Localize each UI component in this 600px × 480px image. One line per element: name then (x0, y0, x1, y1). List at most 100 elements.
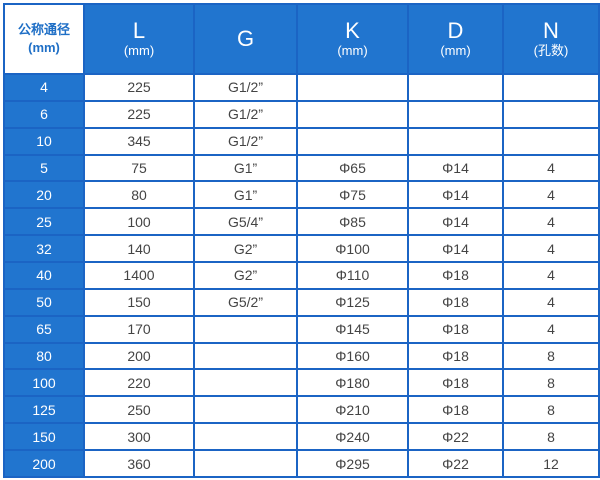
table-cell: 300 (83, 422, 195, 452)
table-row: 40 1400 G2” Φ110 Φ18 4 (3, 261, 600, 290)
table-cell: Φ18 (407, 368, 504, 398)
table-cell: 140 (83, 234, 195, 264)
table-cell (502, 99, 600, 129)
header-nominal-diameter: 公称通径 (mm) (3, 3, 85, 75)
table-cell: Φ125 (296, 287, 409, 317)
table-cell: 4 (502, 153, 600, 183)
table-cell: 1400 (83, 261, 195, 290)
header-k: K (mm) (296, 3, 409, 75)
table-cell: 8 (502, 341, 600, 371)
table-cell: Φ85 (296, 207, 409, 237)
column-unit: (mm) (123, 43, 155, 58)
row-header-cell: 50 (3, 287, 85, 317)
table-cell: Φ14 (407, 234, 504, 264)
table-row: 200 360 Φ295 Φ22 12 (3, 449, 600, 478)
corner-unit: (mm) (28, 40, 60, 55)
table-row: 4 225 G1/2” (3, 73, 600, 102)
table-cell: 170 (83, 314, 195, 344)
row-header-cell: 6 (3, 99, 85, 129)
column-unit: (mm) (440, 43, 471, 58)
header-row: 公称通径 (mm) L (mm) G K (mm) D (mm) N (孔数) (3, 3, 600, 75)
table-cell (407, 99, 504, 129)
table-cell: Φ18 (407, 287, 504, 317)
table-cell: Φ110 (296, 261, 409, 290)
table-row: 6 225 G1/2” (3, 99, 600, 129)
table-cell: 4 (502, 287, 600, 317)
table-row: 65 170 Φ145 Φ18 4 (3, 314, 600, 344)
table-cell: 345 (83, 126, 195, 156)
table-row: 125 250 Φ210 Φ18 8 (3, 395, 600, 425)
table-cell: G5/4” (193, 207, 298, 237)
table-cell (407, 73, 504, 102)
table-cell: G5/2” (193, 287, 298, 317)
table-row: 80 200 Φ160 Φ18 8 (3, 341, 600, 371)
table-row: 25 100 G5/4” Φ85 Φ14 4 (3, 207, 600, 237)
table-cell: Φ100 (296, 234, 409, 264)
table-row: 20 80 G1” Φ75 Φ14 4 (3, 180, 600, 210)
table-cell: Φ14 (407, 207, 504, 237)
row-header-cell: 100 (3, 368, 85, 398)
table-cell: G1” (193, 180, 298, 210)
table-cell: 100 (83, 207, 195, 237)
column-label: L (132, 18, 146, 43)
table-cell: Φ210 (296, 395, 409, 425)
table-row: 150 300 Φ240 Φ22 8 (3, 422, 600, 452)
header-d: D (mm) (407, 3, 504, 75)
table-cell: Φ14 (407, 180, 504, 210)
table-cell (502, 126, 600, 156)
table-cell: 4 (502, 180, 600, 210)
header-g: G (193, 3, 298, 75)
table-cell: Φ18 (407, 341, 504, 371)
table-cell: 220 (83, 368, 195, 398)
table-cell: Φ160 (296, 341, 409, 371)
table-cell: 8 (502, 395, 600, 425)
table-cell: Φ22 (407, 422, 504, 452)
row-header-cell: 4 (3, 73, 85, 102)
table-cell: 225 (83, 73, 195, 102)
row-header-cell: 25 (3, 207, 85, 237)
table-cell: Φ65 (296, 153, 409, 183)
table-cell: 4 (502, 314, 600, 344)
table-cell: G1/2” (193, 73, 298, 102)
spec-table: 公称通径 (mm) L (mm) G K (mm) D (mm) N (孔数) 4 225 G1/2”… (3, 3, 600, 478)
column-label: N (543, 18, 559, 43)
table-row: 32 140 G2” Φ100 Φ14 4 (3, 234, 600, 264)
row-header-cell: 150 (3, 422, 85, 452)
table-row: 10 345 G1/2” (3, 126, 600, 156)
corner-label: 公称通径 (17, 22, 70, 37)
table-cell: Φ295 (296, 449, 409, 478)
table-cell: G1/2” (193, 99, 298, 129)
table-cell (502, 73, 600, 102)
table-cell: 75 (83, 153, 195, 183)
row-header-cell: 200 (3, 449, 85, 478)
table-cell (193, 449, 298, 478)
table-cell (407, 126, 504, 156)
table-cell (193, 395, 298, 425)
table-cell: Φ240 (296, 422, 409, 452)
table-cell: 150 (83, 287, 195, 317)
table-cell (296, 73, 409, 102)
table-cell: Φ75 (296, 180, 409, 210)
table-cell: G1/2” (193, 126, 298, 156)
table-cell: 12 (502, 449, 600, 478)
table-cell: 80 (83, 180, 195, 210)
table-cell (296, 99, 409, 129)
table-cell (193, 422, 298, 452)
table-cell: 8 (502, 422, 600, 452)
table-cell: G2” (193, 261, 298, 290)
header-n: N (孔数) (502, 3, 600, 75)
row-header-cell: 10 (3, 126, 85, 156)
table-cell: Φ18 (407, 314, 504, 344)
row-header-cell: 20 (3, 180, 85, 210)
column-label: K (345, 18, 360, 43)
table-cell: 4 (502, 207, 600, 237)
table-cell: Φ18 (407, 395, 504, 425)
row-header-cell: 32 (3, 234, 85, 264)
table-cell (193, 368, 298, 398)
table-cell: G1” (193, 153, 298, 183)
table-cell: G2” (193, 234, 298, 264)
table-cell: 4 (502, 234, 600, 264)
row-header-cell: 125 (3, 395, 85, 425)
column-label: G (236, 26, 255, 51)
row-header-cell: 40 (3, 261, 85, 290)
